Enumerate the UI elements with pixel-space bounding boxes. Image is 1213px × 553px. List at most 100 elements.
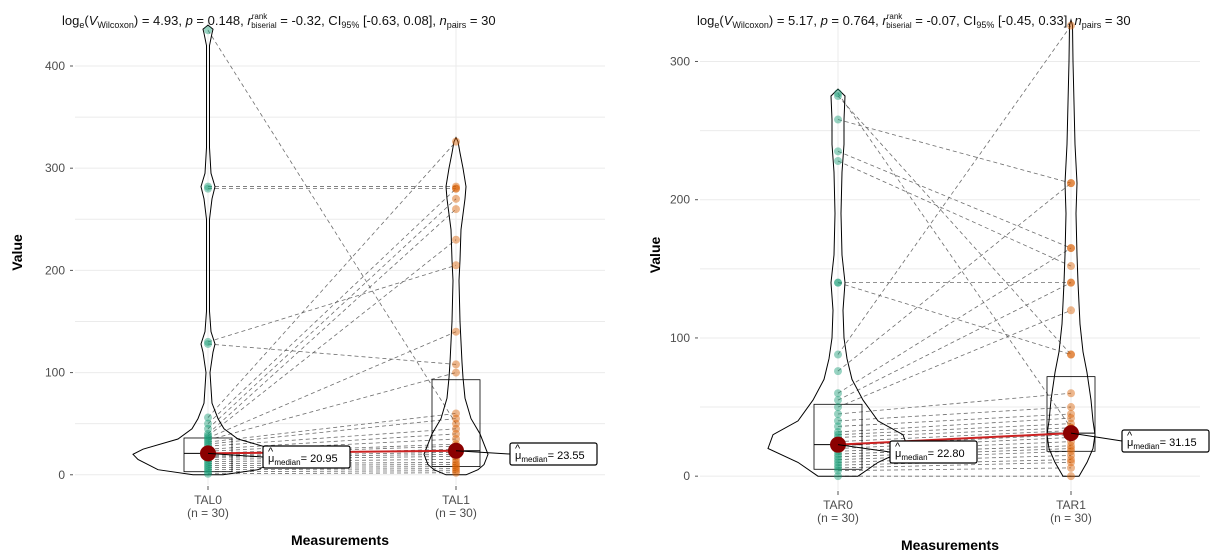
median-label-leader <box>207 452 264 458</box>
data-point <box>452 429 460 438</box>
pair-line <box>207 445 457 455</box>
data-point <box>1067 414 1075 423</box>
pair-line <box>207 453 457 458</box>
pair-line <box>837 448 1072 458</box>
data-point <box>452 368 460 377</box>
data-point <box>834 389 842 398</box>
median-label: μmedian= 31.15 <box>1127 437 1197 451</box>
title-stat-value: ) = 4.93, <box>134 13 186 28</box>
data-point <box>834 89 842 98</box>
pair-line <box>837 467 1072 472</box>
data-point <box>834 422 842 431</box>
data-point <box>452 137 460 146</box>
data-point <box>204 459 212 468</box>
pair-line <box>207 198 457 430</box>
y-axis-title: Value <box>9 234 25 271</box>
title-ci-value: [-0.63, 0.08], <box>359 13 439 28</box>
x-axis-title: Measurements <box>901 537 999 553</box>
chart-title: loge(VWilcoxon) = 5.17, p = 0.764, rrank… <box>697 12 1131 30</box>
title-stat-symbol: V <box>89 13 99 28</box>
median-mu-sub: median <box>1133 442 1159 451</box>
title-n-value: = 30 <box>1101 13 1130 28</box>
title-ci-sub: 95% <box>976 20 994 30</box>
title-r-sub: biserial <box>886 21 912 30</box>
y-tick-label: 300 <box>45 161 65 175</box>
data-point <box>204 339 212 348</box>
title-stat-symbol: V <box>724 13 734 28</box>
data-point <box>204 463 212 472</box>
x-tick-label: TAR1 <box>1056 498 1086 512</box>
title-log: log <box>697 13 714 28</box>
title-log-base: e <box>714 20 719 30</box>
pair-line <box>837 450 1072 460</box>
pair-line <box>207 459 457 462</box>
plot-area <box>75 20 605 485</box>
median-mu: μ <box>895 448 901 460</box>
y-tick-label: 200 <box>45 263 65 277</box>
median-label: μmedian= 20.95 <box>268 453 338 467</box>
data-point <box>452 184 460 193</box>
chart-title: loge(VWilcoxon) = 4.93, p = 0.148, rrank… <box>62 12 496 30</box>
y-tick-label: 400 <box>45 59 65 73</box>
data-point <box>204 465 212 474</box>
y-tick-label: 200 <box>670 193 690 207</box>
data-point <box>204 26 212 35</box>
pair-line <box>207 331 457 439</box>
data-point <box>834 350 842 359</box>
data-point <box>1067 350 1075 359</box>
data-point <box>834 430 842 439</box>
median-mu-sub: median <box>521 455 547 464</box>
data-point <box>452 468 460 477</box>
data-point <box>452 261 460 270</box>
median-hat: ^ <box>515 443 521 455</box>
data-point <box>204 436 212 445</box>
title-r-value: = -0.07, CI <box>912 13 977 28</box>
data-point <box>834 416 842 425</box>
data-point <box>452 458 460 467</box>
median-label-box <box>262 445 351 469</box>
data-point <box>834 396 842 405</box>
title-log-base: e <box>79 20 84 30</box>
pair-line <box>837 119 1072 184</box>
pair-line <box>837 282 1072 401</box>
x-tick-n-label: (n = 30) <box>435 506 477 520</box>
pair-line <box>207 470 457 473</box>
data-point <box>452 409 460 418</box>
title-r: r <box>247 13 252 28</box>
data-point <box>834 92 842 101</box>
data-point <box>204 433 212 442</box>
y-tick-label: 0 <box>683 469 690 483</box>
data-point <box>452 327 460 336</box>
pair-line <box>837 434 1072 447</box>
data-point <box>834 147 842 156</box>
pair-line <box>837 309 1072 408</box>
data-point <box>1067 472 1075 481</box>
data-point <box>452 419 460 428</box>
median-label-box <box>509 442 598 466</box>
data-point <box>1067 179 1075 188</box>
data-point <box>1067 444 1075 453</box>
median-line <box>837 432 1072 446</box>
data-point <box>204 337 212 346</box>
pair-line <box>207 30 457 424</box>
median-mu: μ <box>1127 437 1133 449</box>
title-n-sub: pairs <box>1082 20 1102 30</box>
data-point <box>834 367 842 376</box>
box-2 <box>431 379 481 468</box>
data-point <box>452 466 460 475</box>
pair-line <box>837 282 1072 355</box>
data-point <box>1067 350 1075 359</box>
box-2 <box>1046 376 1096 452</box>
data-point <box>1067 455 1075 464</box>
median-label-leader <box>837 444 891 453</box>
data-point <box>1067 244 1075 253</box>
median-mu-sub: median <box>274 458 300 467</box>
data-point <box>1067 278 1075 287</box>
data-point <box>1067 306 1075 315</box>
pair-line <box>837 455 1072 463</box>
title-stat-sub: Wilcoxon <box>97 20 134 30</box>
data-point <box>834 157 842 165</box>
y-tick-label: 0 <box>58 468 65 482</box>
data-point <box>204 184 212 193</box>
